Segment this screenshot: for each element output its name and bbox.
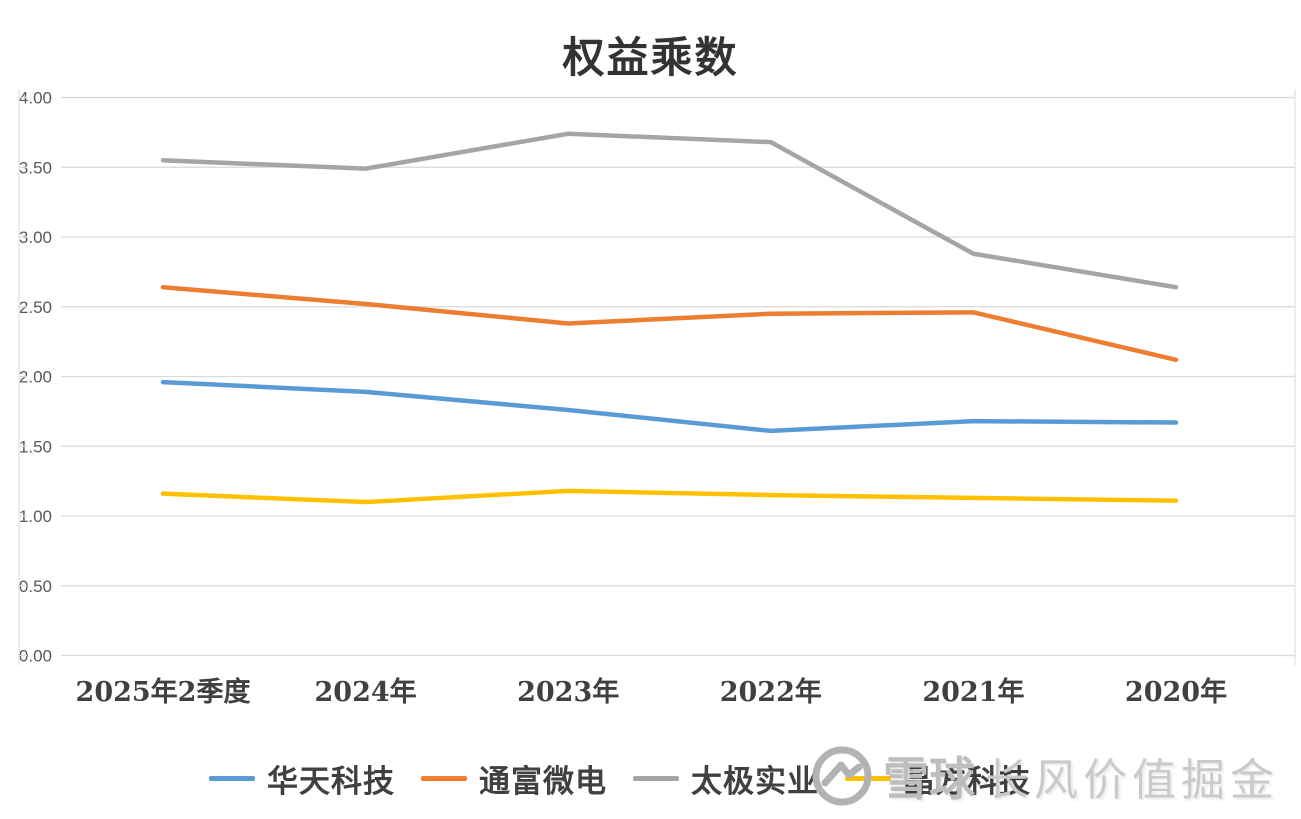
x-axis-category-label: 2024年	[315, 676, 417, 708]
legend-item-华天科技: 华天科技	[209, 756, 395, 801]
legend-dash-icon	[845, 776, 891, 781]
series-line-华天科技	[160, 379, 1179, 434]
legend-dash-icon	[209, 776, 255, 781]
x-axis-category-label: 2022年	[720, 676, 822, 708]
y-axis-tick-label: 3.50	[19, 158, 52, 177]
x-axis-category-label: 2020年	[1125, 676, 1227, 708]
y-axis-tick-label: 3.00	[19, 228, 52, 247]
y-axis-tick-label: 2.50	[19, 298, 52, 317]
legend-item-晶方科技: 晶方科技	[845, 756, 1031, 801]
x-axis-category-label: 2023年	[517, 676, 619, 708]
y-axis-tick-label: 4.00	[19, 89, 52, 108]
y-axis-tick-label: 1.00	[19, 507, 52, 526]
x-axis-category-label: 2021年	[922, 676, 1024, 708]
y-axis-tick-label: 1.50	[19, 437, 52, 456]
series-line-太极实业	[160, 131, 1179, 290]
series-line-晶方科技	[160, 488, 1179, 505]
legend-label: 通富微电	[479, 764, 607, 800]
chart-title: 权益乘数	[562, 33, 739, 82]
y-axis-tick-label: 0.00	[19, 647, 52, 666]
chart-legend: 华天科技 通富微电 太极实业 晶方科技	[0, 756, 1240, 801]
series-line-通富微电	[160, 284, 1179, 363]
legend-label: 华天科技	[267, 764, 395, 800]
legend-label: 晶方科技	[903, 764, 1031, 800]
y-axis-tick-label: 0.50	[19, 577, 52, 596]
legend-label: 太极实业	[691, 764, 819, 800]
legend-item-太极实业: 太极实业	[633, 756, 819, 801]
x-axis-category-label: 2025年2季度	[76, 676, 251, 708]
legend-dash-icon	[633, 776, 679, 781]
legend-item-通富微电: 通富微电	[421, 756, 607, 801]
y-axis-tick-label: 2.00	[19, 368, 52, 387]
legend-dash-icon	[421, 776, 467, 781]
